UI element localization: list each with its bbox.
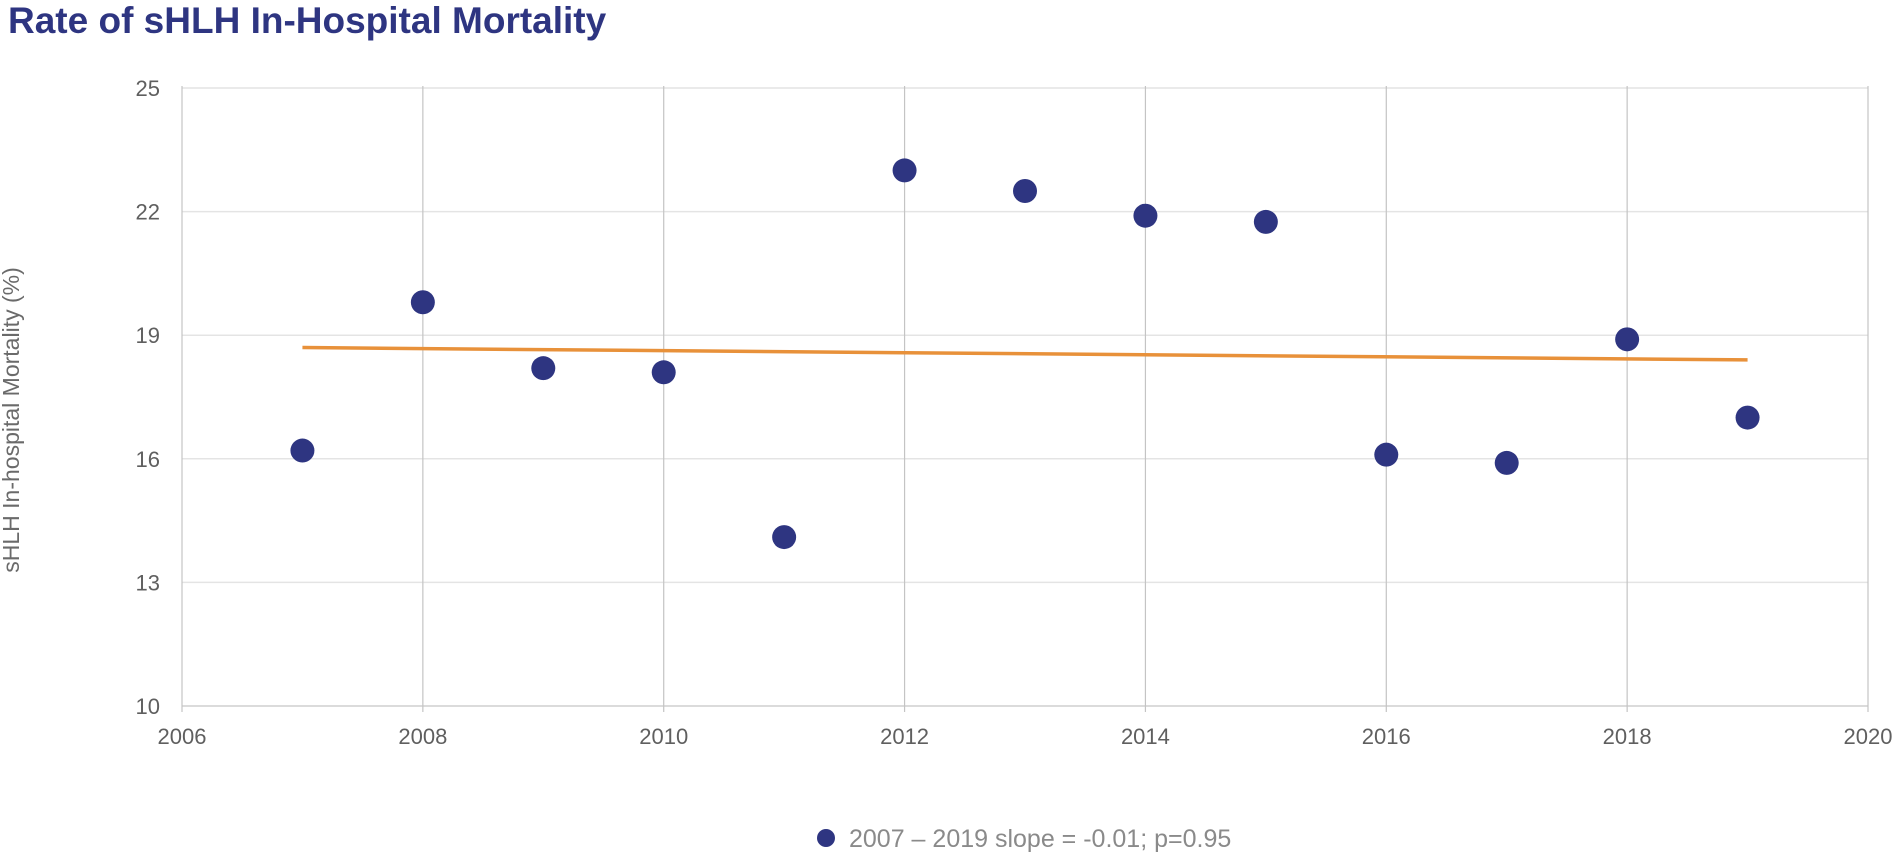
legend: 2007 – 2019 slope = -0.01; p=0.95 <box>817 825 1231 852</box>
trendline <box>302 345 1748 362</box>
data-point <box>410 290 435 315</box>
y-tick-label: 25 <box>136 76 160 101</box>
data-point <box>1615 327 1640 352</box>
x-tick-label: 2016 <box>1362 724 1411 749</box>
x-tick-label: 2012 <box>880 724 929 749</box>
data-point <box>1253 209 1278 234</box>
trendline-layer <box>302 345 1748 362</box>
x-tick-label: 2014 <box>1121 724 1170 749</box>
x-tick-label: 2006 <box>158 724 207 749</box>
grid <box>181 86 1869 712</box>
x-tick-label: 2008 <box>398 724 447 749</box>
data-point <box>772 525 797 550</box>
data-point <box>892 158 917 183</box>
legend-marker <box>817 829 835 847</box>
y-tick-label: 22 <box>136 200 160 225</box>
data-point <box>1494 450 1519 475</box>
y-axis-title: sHLH In-hospital Mortality (%) <box>0 267 24 572</box>
data-point <box>1013 179 1037 203</box>
x-tick-label: 2020 <box>1844 724 1893 749</box>
legend-label: 2007 – 2019 slope = -0.01; p=0.95 <box>849 825 1231 852</box>
chart-title: Rate of sHLH In-Hospital Mortality <box>8 0 607 41</box>
y-tick-label: 16 <box>136 447 160 472</box>
x-tick-label: 2018 <box>1603 724 1652 749</box>
x-tick-label: 2010 <box>639 724 688 749</box>
data-point <box>531 356 556 381</box>
data-point <box>651 360 676 385</box>
y-tick-label: 19 <box>136 323 160 348</box>
data-points <box>290 158 1760 550</box>
y-tick-label: 13 <box>136 570 160 595</box>
y-tick-label: 10 <box>136 694 160 719</box>
tick-labels: 10 13 16 19 22 25 2006 2008 2010 2012 2014 2016 2018… <box>136 76 1893 749</box>
data-point <box>1133 203 1158 228</box>
data-point <box>1374 442 1399 467</box>
data-point <box>290 438 315 463</box>
data-point <box>1735 405 1760 430</box>
